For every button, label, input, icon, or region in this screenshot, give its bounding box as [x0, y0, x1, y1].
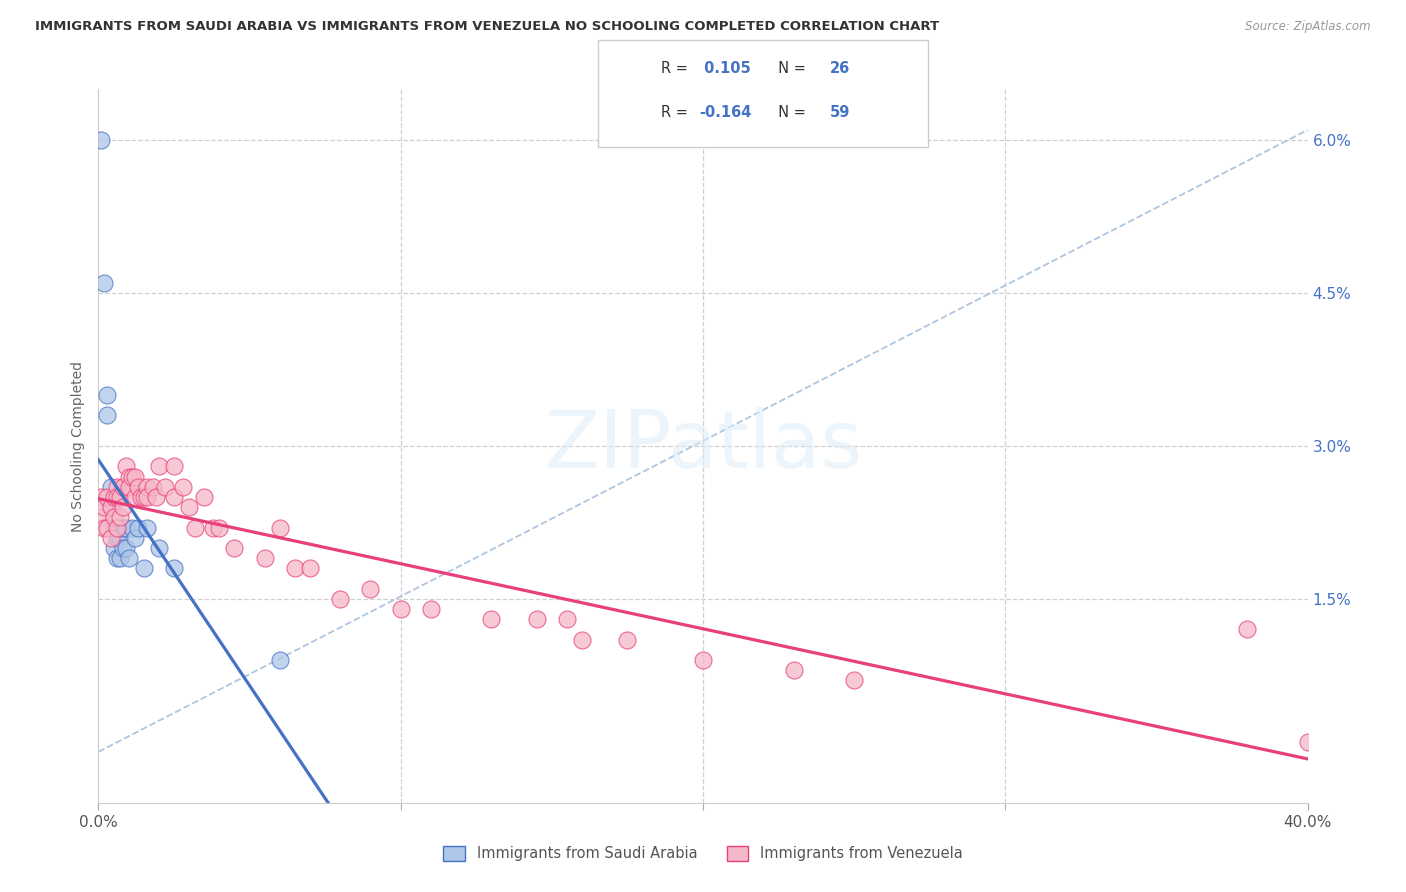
Point: [105, 520, 128, 534]
Point: [105, 490, 128, 504]
Point: [1236, 623, 1258, 637]
Point: [105, 531, 128, 545]
Point: [103, 490, 125, 504]
Legend: Immigrants from Saudi Arabia, Immigrants from Venezuela: Immigrants from Saudi Arabia, Immigrants…: [437, 839, 969, 867]
Point: [202, 520, 225, 534]
Point: [172, 480, 194, 494]
Text: 59: 59: [830, 105, 849, 120]
Point: [108, 490, 131, 504]
Point: [135, 520, 157, 534]
Point: [90, 133, 112, 147]
Text: 26: 26: [830, 61, 849, 76]
Text: R =: R =: [661, 105, 692, 120]
Point: [121, 520, 143, 534]
Point: [253, 551, 276, 566]
Point: [96, 409, 118, 423]
Point: [329, 591, 352, 606]
Point: [90, 510, 112, 524]
Point: [103, 520, 125, 534]
Point: [93, 520, 115, 534]
Point: [193, 490, 215, 504]
Point: [118, 480, 141, 494]
Point: [692, 653, 714, 667]
Point: [163, 459, 186, 474]
Point: [111, 480, 134, 494]
Text: R =: R =: [661, 61, 692, 76]
Point: [142, 480, 165, 494]
Point: [93, 500, 115, 515]
Point: [420, 602, 443, 616]
Point: [93, 276, 115, 290]
Point: [100, 500, 122, 515]
Point: [269, 653, 291, 667]
Point: [208, 520, 231, 534]
Point: [127, 480, 149, 494]
Point: [111, 500, 134, 515]
Point: [100, 480, 122, 494]
Point: [163, 490, 186, 504]
Point: [105, 520, 128, 534]
Point: [132, 561, 155, 575]
Point: [783, 663, 806, 677]
Point: [118, 469, 141, 483]
Point: [360, 582, 382, 596]
Point: [844, 673, 866, 688]
Point: [163, 561, 186, 575]
Point: [111, 541, 134, 555]
Point: [90, 490, 112, 504]
Point: [96, 520, 118, 534]
Point: [571, 632, 593, 647]
Point: [108, 531, 131, 545]
Point: [135, 480, 157, 494]
Point: [114, 520, 136, 534]
Point: [481, 612, 503, 626]
Point: [269, 520, 291, 534]
Point: [135, 490, 157, 504]
Point: [153, 480, 176, 494]
Point: [105, 480, 128, 494]
Point: [103, 541, 125, 555]
Point: [124, 469, 146, 483]
Point: [148, 541, 170, 555]
Point: [111, 520, 134, 534]
Point: [127, 520, 149, 534]
Point: [96, 388, 118, 402]
Point: [114, 541, 136, 555]
Point: [124, 490, 146, 504]
Point: [100, 500, 122, 515]
Point: [108, 510, 131, 524]
Point: [96, 490, 118, 504]
Text: -0.164: -0.164: [699, 105, 751, 120]
Point: [1296, 734, 1319, 748]
Point: [129, 490, 152, 504]
Point: [389, 602, 412, 616]
Text: Source: ZipAtlas.com: Source: ZipAtlas.com: [1246, 20, 1371, 33]
Point: [103, 510, 125, 524]
Point: [148, 459, 170, 474]
Point: [299, 561, 322, 575]
Point: [118, 551, 141, 566]
Y-axis label: No Schooling Completed: No Schooling Completed: [70, 360, 84, 532]
Point: [284, 561, 307, 575]
Point: [121, 469, 143, 483]
Point: [124, 531, 146, 545]
Point: [114, 459, 136, 474]
Point: [132, 490, 155, 504]
Text: N =: N =: [769, 105, 811, 120]
Point: [108, 551, 131, 566]
Text: 0.105: 0.105: [699, 61, 751, 76]
Point: [526, 612, 548, 626]
Point: [100, 531, 122, 545]
Point: [184, 520, 207, 534]
Text: IMMIGRANTS FROM SAUDI ARABIA VS IMMIGRANTS FROM VENEZUELA NO SCHOOLING COMPLETED: IMMIGRANTS FROM SAUDI ARABIA VS IMMIGRAN…: [35, 20, 939, 33]
Point: [179, 500, 201, 515]
Point: [224, 541, 246, 555]
Point: [105, 551, 128, 566]
Text: N =: N =: [769, 61, 811, 76]
Point: [555, 612, 578, 626]
Point: [145, 490, 167, 504]
Point: [616, 632, 638, 647]
Text: ZIPatlas: ZIPatlas: [544, 407, 862, 485]
